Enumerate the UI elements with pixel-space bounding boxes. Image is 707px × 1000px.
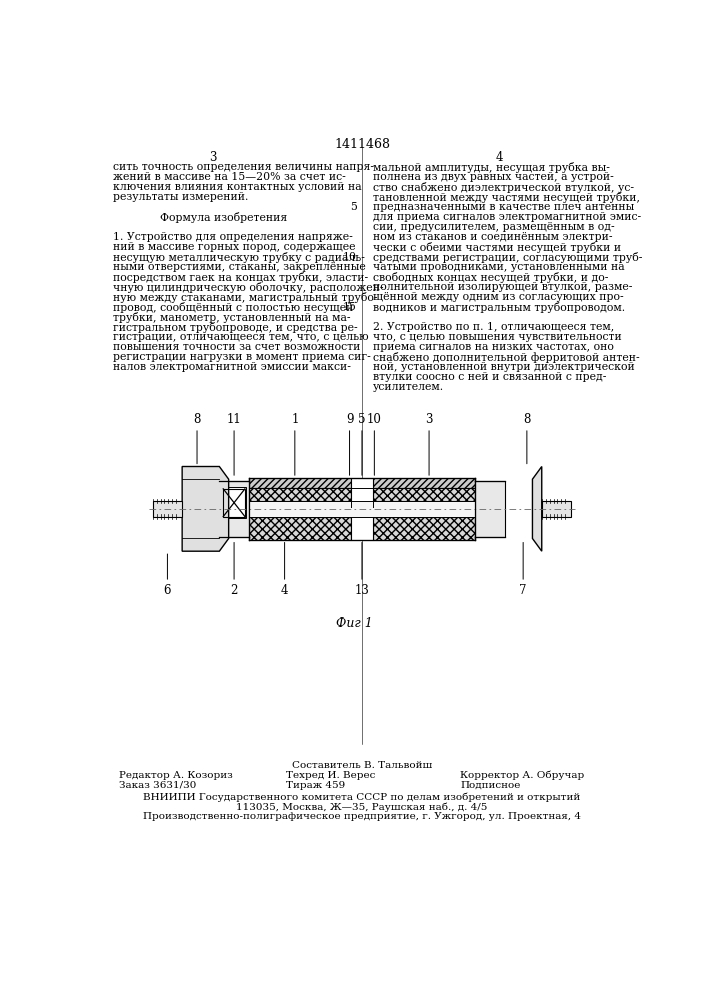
Polygon shape (532, 466, 542, 551)
Text: 10: 10 (367, 413, 382, 426)
Polygon shape (373, 488, 475, 501)
Text: чную цилиндрическую оболочку, расположен-: чную цилиндрическую оболочку, расположен… (113, 282, 384, 293)
Polygon shape (249, 488, 351, 501)
Text: полнена из двух равных частей, а устрой-: полнена из двух равных частей, а устрой- (373, 172, 614, 182)
Text: налов электромагнитной эмиссии макси-: налов электромагнитной эмиссии макси- (113, 362, 351, 372)
Polygon shape (219, 481, 249, 537)
Text: гистрации, отличающееся тем, что, с целью: гистрации, отличающееся тем, что, с цель… (113, 332, 369, 342)
Text: 15: 15 (343, 302, 356, 312)
Text: ной, установленной внутри диэлектрической: ной, установленной внутри диэлектрическо… (373, 362, 635, 372)
Text: 3: 3 (426, 413, 433, 426)
Text: сии, предусилителем, размещённым в од-: сии, предусилителем, размещённым в од- (373, 222, 614, 232)
Text: тановленной между частями несущей трубки,: тановленной между частями несущей трубки… (373, 192, 640, 203)
Text: 8: 8 (193, 413, 201, 426)
Polygon shape (222, 487, 247, 518)
Text: результаты измерений.: результаты измерений. (113, 192, 249, 202)
Polygon shape (373, 478, 475, 488)
Text: ство снабжено диэлектрической втулкой, ус-: ство снабжено диэлектрической втулкой, у… (373, 182, 633, 193)
Text: Заказ 3631/30: Заказ 3631/30 (119, 781, 197, 790)
Polygon shape (249, 501, 475, 517)
Text: Составитель В. Тальвойш: Составитель В. Тальвойш (292, 761, 432, 770)
Text: мальной амплитуды, несущая трубка вы-: мальной амплитуды, несущая трубка вы- (373, 162, 609, 173)
Polygon shape (373, 517, 475, 540)
Text: приема сигналов на низких частотах, оно: приема сигналов на низких частотах, оно (373, 342, 614, 352)
Text: средствами регистрации, согласующими труб-: средствами регистрации, согласующими тру… (373, 252, 642, 263)
Text: 8: 8 (523, 413, 530, 426)
Polygon shape (542, 501, 571, 517)
Text: Корректор А. Обручар: Корректор А. Обручар (460, 771, 585, 780)
Text: 3: 3 (209, 151, 216, 164)
Text: 1: 1 (291, 413, 298, 426)
Polygon shape (249, 517, 351, 540)
Text: предназначенными в качестве плеч антенны: предназначенными в качестве плеч антенны (373, 202, 634, 212)
Text: щённой между одним из согласующих про-: щённой между одним из согласующих про- (373, 292, 624, 302)
Text: втулки соосно с ней и связанной с пред-: втулки соосно с ней и связанной с пред- (373, 372, 606, 382)
Text: ключения влияния контактных условий на: ключения влияния контактных условий на (113, 182, 362, 192)
Text: водников и магистральным трубопроводом.: водников и магистральным трубопроводом. (373, 302, 625, 313)
Text: усилителем.: усилителем. (373, 382, 444, 392)
Text: Подписное: Подписное (460, 781, 521, 790)
Text: 1411468: 1411468 (334, 138, 390, 151)
Text: снабжено дополнительной ферритовой антен-: снабжено дополнительной ферритовой антен… (373, 352, 639, 363)
Text: регистрации нагрузки в момент приема сиг-: регистрации нагрузки в момент приема сиг… (113, 352, 371, 362)
Text: 9: 9 (346, 413, 354, 426)
Text: Тираж 459: Тираж 459 (286, 781, 345, 790)
Text: посредством гаек на концах трубки, эласти-: посредством гаек на концах трубки, эласт… (113, 272, 368, 283)
Text: жений в массиве на 15—20% за счет ис-: жений в массиве на 15—20% за счет ис- (113, 172, 346, 182)
Text: 2: 2 (230, 584, 238, 597)
Text: ний в массиве горных пород, содержащее: ний в массиве горных пород, содержащее (113, 242, 356, 252)
Text: 4: 4 (496, 151, 503, 164)
Text: трубки, манометр, установленный на ма-: трубки, манометр, установленный на ма- (113, 312, 351, 323)
Text: 5: 5 (350, 202, 356, 212)
Text: 2. Устройство по п. 1, отличающееся тем,: 2. Устройство по п. 1, отличающееся тем, (373, 322, 614, 332)
Text: полнительной изолирующей втулкой, разме-: полнительной изолирующей втулкой, разме- (373, 282, 632, 292)
Text: Редактор А. Козориз: Редактор А. Козориз (119, 771, 233, 780)
Text: 7: 7 (520, 584, 527, 597)
Text: повышения точности за счет возможности: повышения точности за счет возможности (113, 342, 361, 352)
Text: Формула изобретения: Формула изобретения (160, 212, 288, 223)
Text: для приема сигналов электромагнитной эмис-: для приема сигналов электромагнитной эми… (373, 212, 641, 222)
Text: 6: 6 (164, 584, 171, 597)
Polygon shape (351, 478, 373, 540)
Text: гистральном трубопроводе, и средства ре-: гистральном трубопроводе, и средства ре- (113, 322, 358, 333)
Text: Производственно-полиграфическое предприятие, г. Ужгород, ул. Проектная, 4: Производственно-полиграфическое предприя… (143, 812, 581, 821)
Text: Фиг 1: Фиг 1 (336, 617, 373, 630)
Text: чески с обеими частями несущей трубки и: чески с обеими частями несущей трубки и (373, 242, 621, 253)
Text: свободных концах несущей трубки, и до-: свободных концах несущей трубки, и до- (373, 272, 608, 283)
Text: 4: 4 (281, 584, 288, 597)
Text: 11: 11 (227, 413, 242, 426)
Text: ВНИИПИ Государственного комитета СССР по делам изобретений и открытий: ВНИИПИ Государственного комитета СССР по… (144, 792, 580, 802)
Text: 113035, Москва, Ж—35, Раушская наб., д. 4/5: 113035, Москва, Ж—35, Раушская наб., д. … (236, 802, 488, 812)
Text: чатыми проводниками, установленными на: чатыми проводниками, установленными на (373, 262, 624, 272)
Text: 13: 13 (354, 584, 369, 597)
Polygon shape (249, 478, 351, 488)
Text: провод, сообщённый с полостью несущей: провод, сообщённый с полостью несущей (113, 302, 354, 313)
Polygon shape (182, 466, 228, 551)
Polygon shape (475, 481, 505, 537)
Text: несущую металлическую трубку с радиаль-: несущую металлическую трубку с радиаль- (113, 252, 365, 263)
Text: 10: 10 (342, 252, 356, 262)
Text: ными отверстиями, стаканы, закреплённые: ными отверстиями, стаканы, закреплённые (113, 262, 366, 272)
Text: Техред И. Верес: Техред И. Верес (286, 771, 375, 780)
Text: сить точность определения величины напря-: сить точность определения величины напря… (113, 162, 374, 172)
Polygon shape (153, 501, 182, 517)
Text: что, с целью повышения чувствительности: что, с целью повышения чувствительности (373, 332, 621, 342)
Text: ную между стаканами, магистральный трубо-: ную между стаканами, магистральный трубо… (113, 292, 378, 303)
Text: 1. Устройство для определения напряже-: 1. Устройство для определения напряже- (113, 232, 353, 242)
Text: 5: 5 (358, 413, 366, 426)
Text: ном из стаканов и соединённым электри-: ном из стаканов и соединённым электри- (373, 232, 612, 242)
